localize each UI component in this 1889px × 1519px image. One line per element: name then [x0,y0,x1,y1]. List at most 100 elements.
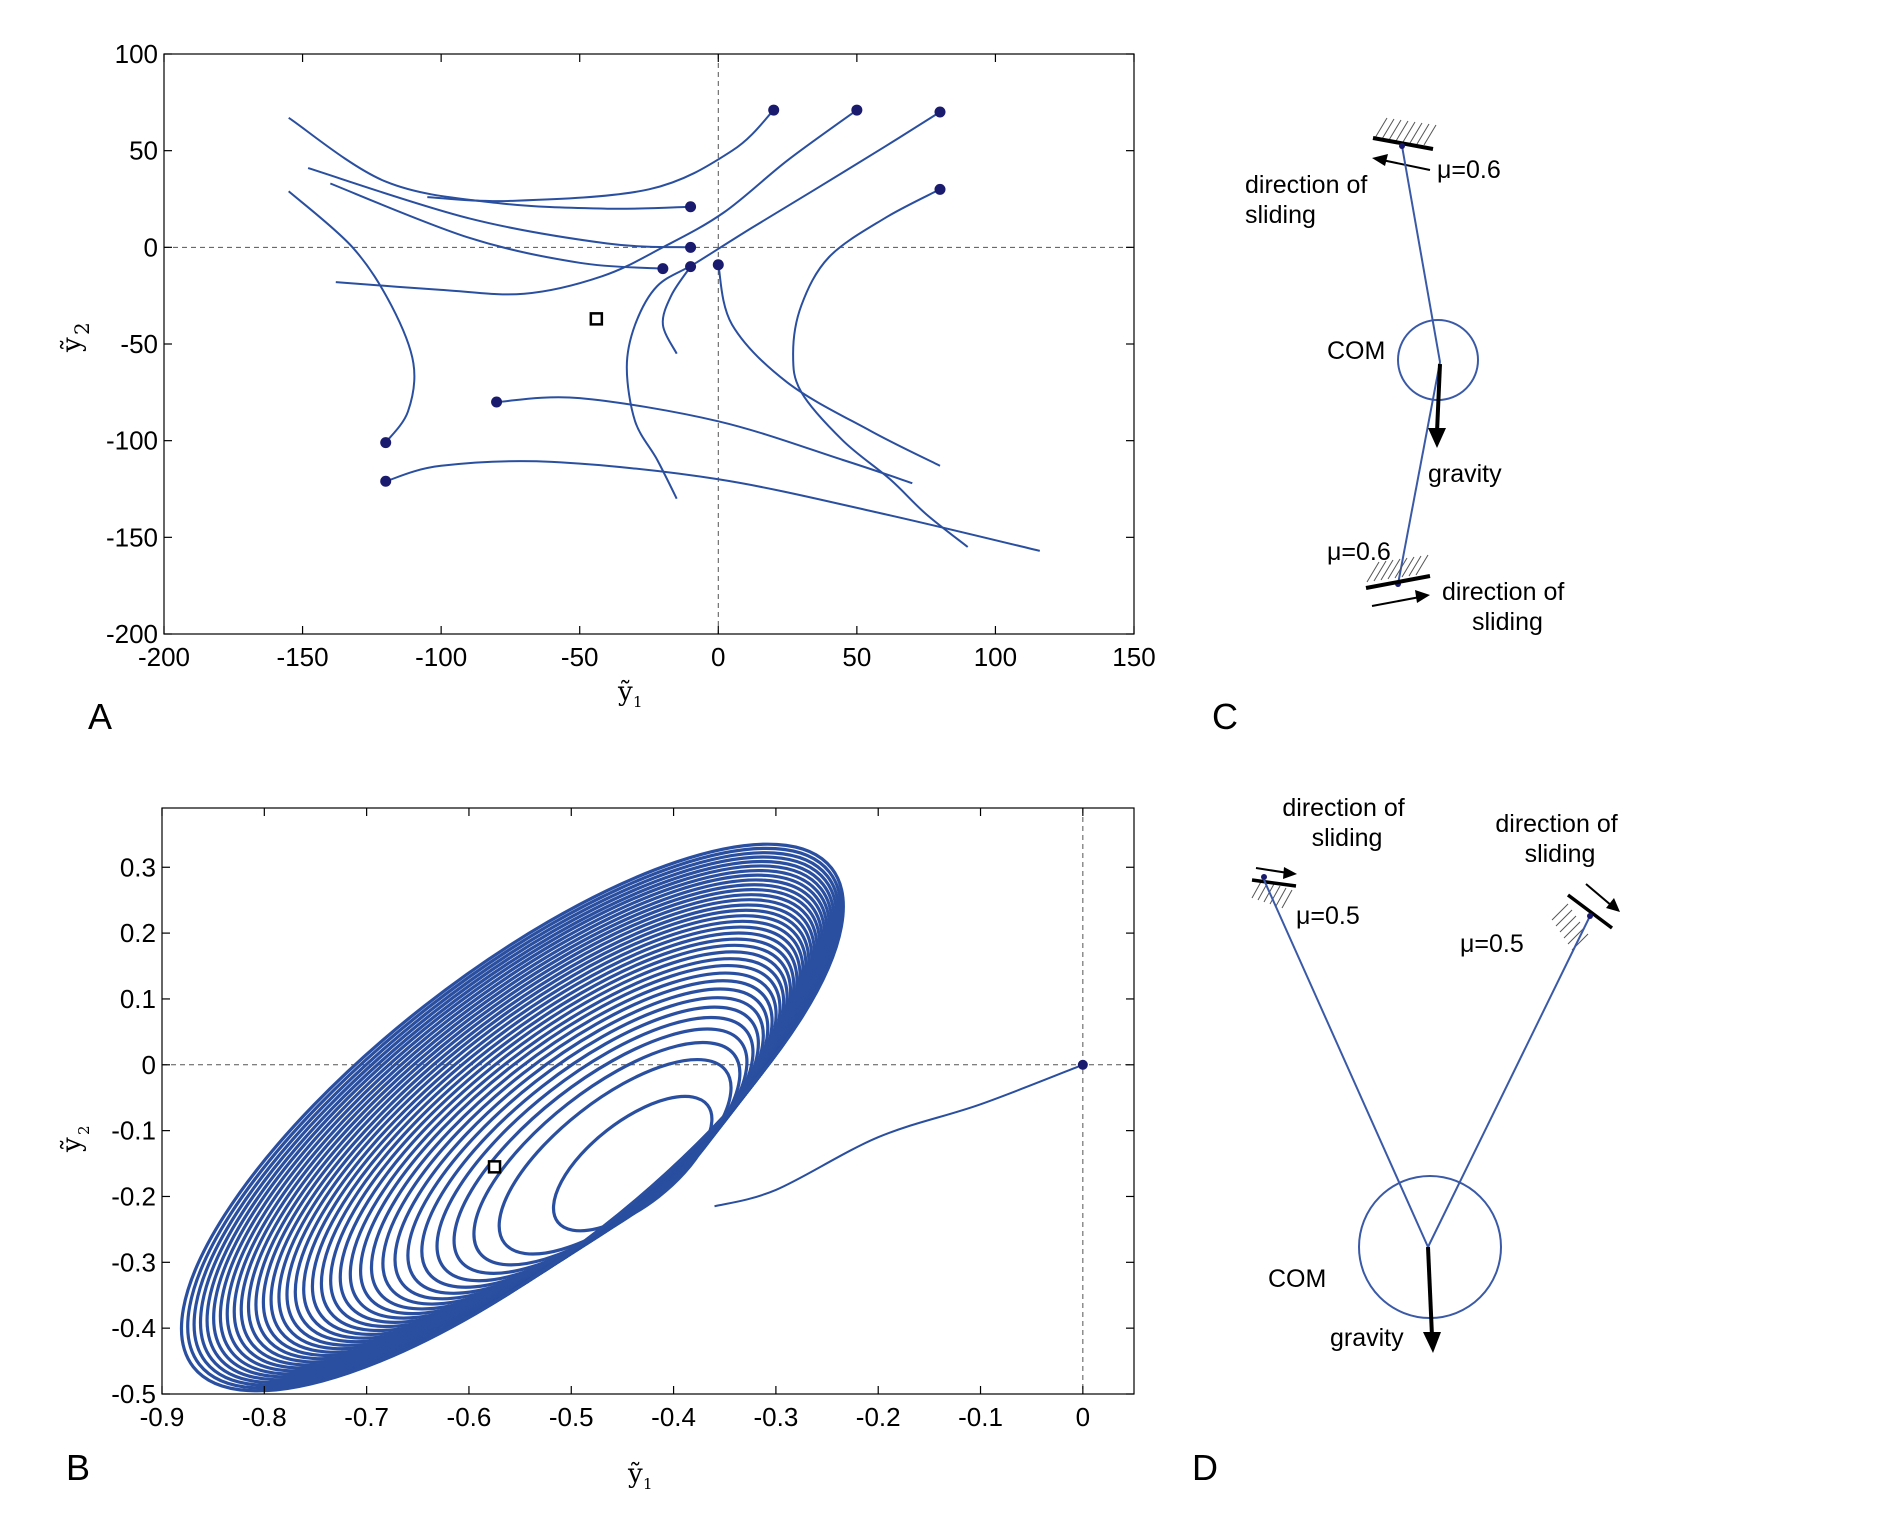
panel-b-x-label: ỹ [627,1459,643,1489]
panel-a-trajectory [625,111,941,500]
panel-a-trajectory [717,264,941,467]
x-tick-label: -100 [415,642,467,672]
x-tick-label: -0.4 [651,1402,696,1432]
panel-b-spiral-loop [381,979,774,1306]
panel-a-trajectory [427,109,775,203]
panel-a-trajectory [288,190,416,444]
y-tick-label: 100 [115,39,158,69]
panel-c-bottom-sliding-label: direction of sliding [1442,578,1571,636]
panel-a-start-dot [851,104,863,116]
x-tick-label: -0.6 [447,1402,492,1432]
x-tick-label: -200 [138,642,190,672]
panel-d-right-contact-surface [1566,893,1614,930]
x-tick-label: -0.9 [140,1402,185,1432]
panel-c-com-label: COM [1327,337,1385,365]
panel-c-label: C [1212,696,1238,737]
x-tick-label: 100 [974,642,1017,672]
panel-a-start-dot [491,396,503,408]
panel-b-x-ticks: -0.9 -0.8 -0.7 -0.6 -0.5 -0.4 -0.3 -0.2 -0.1 0 [140,808,1090,1432]
panel-d-right-sliding-arrow [1585,883,1613,907]
panel-c-bottom-sliding-line1: direction of [1442,578,1564,606]
y-tick-label: -100 [106,426,158,456]
panel-c-upper-leg [1401,145,1441,363]
panel-c-gravity-arrowhead [1428,428,1446,448]
panel-b-spiral-loop [551,1094,714,1233]
y-tick-label: -150 [106,522,158,552]
panel-a-label: A [88,696,112,737]
panel-b-y-label-subscript: 2 [75,1125,93,1135]
panel-b-plot-frame [161,807,1135,1395]
panel-b-label: B [66,1447,90,1488]
panel-b-spiral-loop [406,996,765,1295]
panel-d-left-sliding-arrowhead [1283,867,1297,879]
panel-c-bottom-sliding-arrowhead [1415,590,1430,603]
panel-b-y-label: ỹ [57,1137,87,1153]
panel-a-trajectory [385,460,1041,552]
x-tick-label: 0 [1076,1402,1090,1432]
panel-a-x-ticks: -200 -150 -100 -50 0 50 100 150 [138,54,1156,672]
panel-a-start-dot [657,263,669,275]
panel-d-right-leg [1427,915,1591,1248]
y-tick-label: -200 [106,619,158,649]
panel-b-spiral-loop [239,883,824,1367]
panel-d-right-mu: μ=0.5 [1460,930,1524,958]
x-tick-label: 150 [1112,642,1155,672]
panel-b-approach-trajectory [714,1063,1084,1208]
panel-a-y-label-subscript: 2 [70,322,94,335]
panel-d-label: D [1192,1447,1218,1488]
y-tick-label: 0.3 [120,852,156,882]
panel-d-left-sliding-arrow [1255,867,1289,874]
y-tick-label: 0 [144,232,158,262]
panel-b-spiral-loop [179,842,845,1393]
x-tick-label: -0.2 [856,1402,901,1432]
panel-c-top-contact-hatch [1374,117,1437,146]
panel-c-bottom-contact-surface [1365,574,1431,590]
panel-b-equilibrium-marker [487,1160,502,1174]
panel-d-gravity-label: gravity [1330,1324,1404,1352]
panel-c-top-sliding-label: direction of sliding [1245,171,1374,229]
panel-d-left-contact-surface [1251,878,1297,888]
panel-a-trajectory [792,188,969,548]
panel-b-trajectory [714,1063,1084,1208]
panel-a-start-dot [712,259,724,271]
y-tick-label: 0 [142,1050,156,1080]
panel-d-left-contact-point [1261,874,1267,880]
panel-d-right-sliding-label: direction of sliding [1495,810,1624,868]
panel-a-start-dot [934,106,946,118]
panel-a-trajectory [335,109,858,296]
panel-a-y-ticks: -200 -150 -100 -50 0 50 100 [106,39,1134,649]
x-tick-label: -0.5 [549,1402,594,1432]
panel-d-left-sliding-label: direction of sliding [1282,794,1411,852]
panel-c-bottom-contact-hatch [1366,554,1429,583]
panel-c-top-sliding-arrowhead [1372,154,1388,166]
panel-d-left-sliding-line1: direction of [1282,794,1404,822]
panel-c-gravity-arrow [1435,363,1442,433]
panel-c-bottom-mu: μ=0.6 [1327,538,1391,566]
x-tick-label: 0 [711,642,725,672]
panel-a-start-dot [685,241,697,253]
panel-d-left-mu: μ=0.5 [1296,902,1360,930]
panel-a-trajectory [307,167,691,249]
panel-a-y-label: ỹ [57,337,87,353]
y-tick-label: -0.1 [111,1116,156,1146]
panel-c-bottom-sliding-arrow [1371,596,1421,607]
panel-a-trajectory [496,396,913,485]
x-tick-label: -0.1 [958,1402,1003,1432]
panel-a-start-dot [768,104,780,116]
panel-c-top-sliding-line1: direction of [1245,171,1367,199]
panel-a-start-dot [380,437,392,449]
panel-d-com-label: COM [1268,1265,1326,1293]
panel-c-top-sliding-line2: sliding [1245,201,1316,229]
y-tick-label: -0.2 [111,1181,156,1211]
panel-b-start-point [1077,1059,1088,1070]
panel-c-top-contact-point [1399,143,1405,149]
x-tick-label: -0.3 [753,1402,798,1432]
panel-d-gravity-arrow [1426,1246,1434,1337]
panel-a-chart: -200 -150 -100 -50 0 50 100 150 -200-150-100-50… [57,39,1156,737]
panel-d-left-contact-hatch [1251,879,1293,909]
y-tick-label: -0.4 [111,1313,156,1343]
panel-d-left-sliding-line2: sliding [1312,824,1383,852]
panel-a-start-dot [685,201,697,213]
x-tick-label: -50 [561,642,599,672]
panel-a-start-dot [685,261,697,273]
